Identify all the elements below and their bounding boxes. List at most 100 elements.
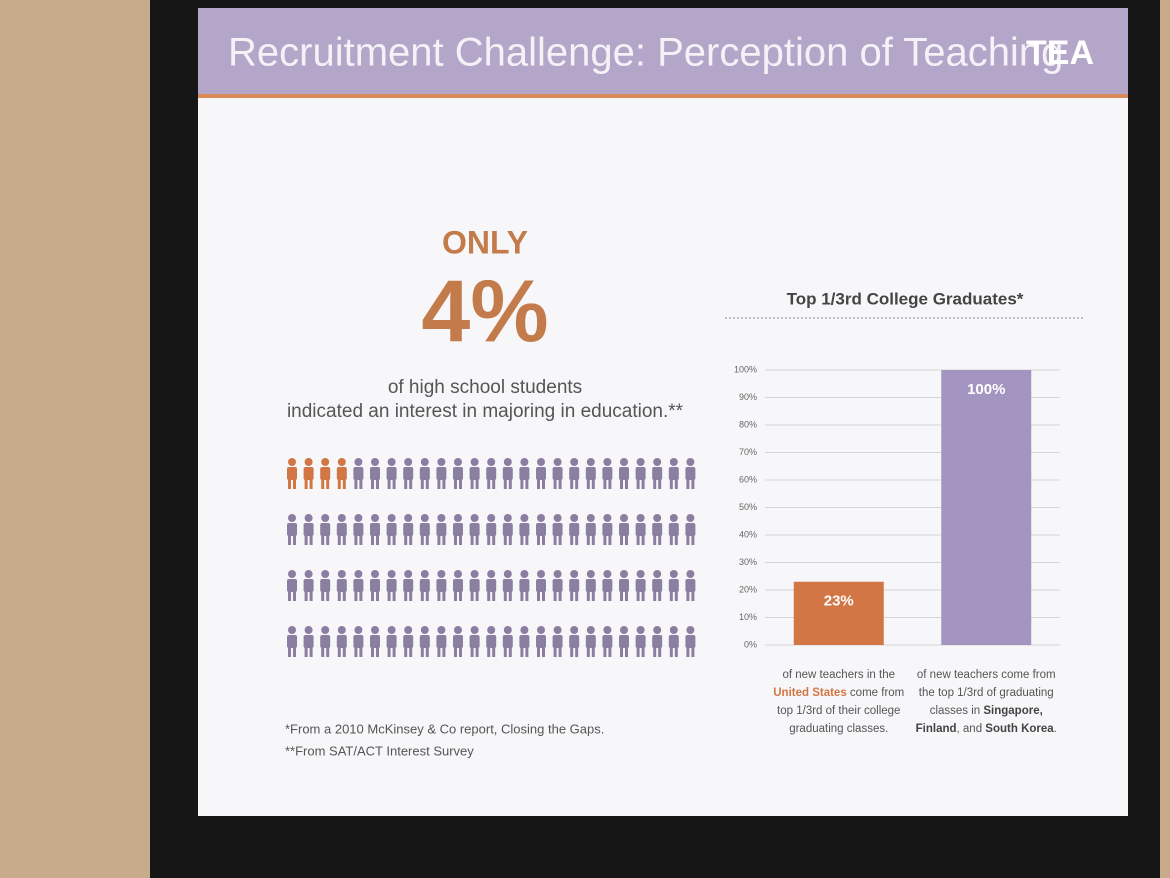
icon-leg [392,479,396,489]
icon-leg [326,647,330,657]
person-icon [569,570,580,601]
icon-head [354,570,363,578]
chart-title: Top 1/3rd College Graduates* [787,289,1024,308]
icon-body [303,579,314,592]
person-icon [652,458,663,489]
person-icon [320,458,331,489]
person-icon [353,514,364,545]
icon-leg [686,647,690,657]
caption-segment: of new teachers come from [917,669,1056,681]
caption-segment: of new teachers in the [782,669,895,681]
icon-head [454,570,462,578]
person-icon [353,570,364,601]
icon-head [454,458,462,466]
icon-head [503,570,512,578]
icon-body [453,467,463,480]
person-icon [419,626,430,657]
icon-head [586,570,595,578]
icon-head [636,570,645,578]
icon-body [403,467,414,480]
icon-body [419,635,430,648]
icon-leg [553,591,557,601]
icon-body [519,579,530,592]
caption-segment: the top 1/3rd of graduating [919,687,1054,699]
icon-leg [425,535,429,545]
icon-head [420,626,429,634]
person-icon [502,626,513,657]
y-tick-label: 0% [744,639,757,649]
icon-leg [304,535,308,545]
person-icon [685,458,696,489]
person-icon [569,514,580,545]
icon-leg [603,591,607,601]
icon-leg [359,647,363,657]
icon-leg [658,479,662,489]
person-icon [668,626,679,657]
icon-leg [371,647,374,657]
icon-leg [342,591,346,601]
person-icon [419,570,430,601]
icon-leg [309,535,313,545]
icon-body [635,579,646,592]
icon-body [486,523,497,536]
person-icon [469,570,480,601]
person-icon [552,626,563,657]
icon-leg [487,591,491,601]
person-icon [536,514,546,545]
person-icon [536,626,546,657]
icon-head [304,626,313,634]
icon-leg [653,479,657,489]
caption-line: graduating classes. [789,723,888,735]
caption-segment: come from [847,687,905,699]
icon-head [686,570,695,578]
icon-leg [342,479,346,489]
icon-leg [542,535,545,545]
icon-leg [409,647,413,657]
icon-body [486,635,497,648]
person-icon [353,626,364,657]
person-icon [668,458,679,489]
icon-head [503,626,512,634]
icon-leg [669,479,673,489]
icon-leg [591,647,595,657]
icon-leg [321,591,325,601]
stat-line: indicated an interest in majoring in edu… [287,401,684,422]
icon-leg [570,479,574,489]
caption-segment: Finland [916,723,957,735]
icon-head [586,514,595,522]
icon-head [503,458,512,466]
icon-head [288,626,296,634]
person-icon [320,570,331,601]
icon-head [437,626,446,634]
icon-leg [525,591,529,601]
y-tick-label: 30% [739,557,757,567]
icon-leg [392,647,396,657]
icon-leg [387,535,391,545]
icon-leg [342,647,346,657]
icon-body [536,635,546,648]
icon-leg [326,591,330,601]
icon-leg [354,647,358,657]
icon-body [336,523,347,536]
icon-leg [686,591,690,601]
icon-head [404,514,413,522]
icon-leg [387,647,391,657]
slide-title: Recruitment Challenge: Perception of Tea… [228,31,1063,75]
person-icon [652,514,663,545]
icon-leg [542,479,545,489]
person-icon [652,570,663,601]
person-icon [502,458,513,489]
icon-leg [354,591,358,601]
icon-body [502,467,513,480]
icon-body [536,579,546,592]
icon-leg [591,479,595,489]
icon-leg [503,479,507,489]
icon-head [636,626,645,634]
icon-leg [503,535,507,545]
icon-head [437,570,446,578]
icon-head [470,626,479,634]
y-tick-label: 90% [739,392,757,402]
icon-head [603,626,612,634]
icon-leg [674,591,678,601]
icon-leg [653,591,657,601]
